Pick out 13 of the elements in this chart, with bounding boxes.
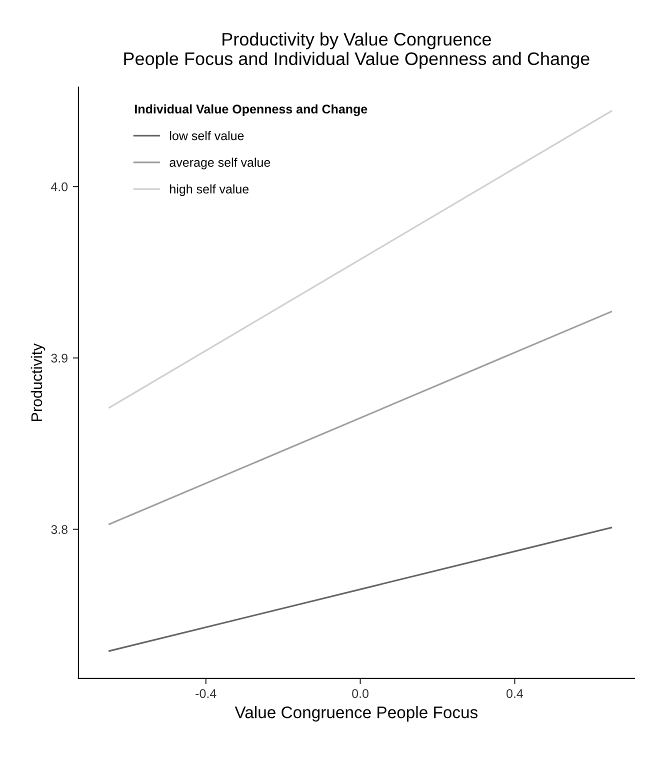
x-tick-label: 0.0 [352,689,368,698]
x-tick-label: -0.4 [196,689,216,698]
y-tick-label: 3.9 [51,354,68,363]
legend-title: Individual Value Openness and Change [135,104,368,116]
y-tick-label: 3.8 [51,525,68,534]
x-axis-title: Value Congruence People Focus [234,706,478,722]
legend-label: high self value [170,184,249,196]
y-axis-title: Productivity [30,343,46,422]
chart-title: Productivity by Value Congruence People Focus and Individual Value Openness and Change [124,32,590,69]
legend-label: low self value [170,131,244,140]
x-tick-label: 0.4 [506,689,524,698]
y-tick-label: 4.0 [50,182,68,192]
legend-label: average self value [170,158,270,170]
